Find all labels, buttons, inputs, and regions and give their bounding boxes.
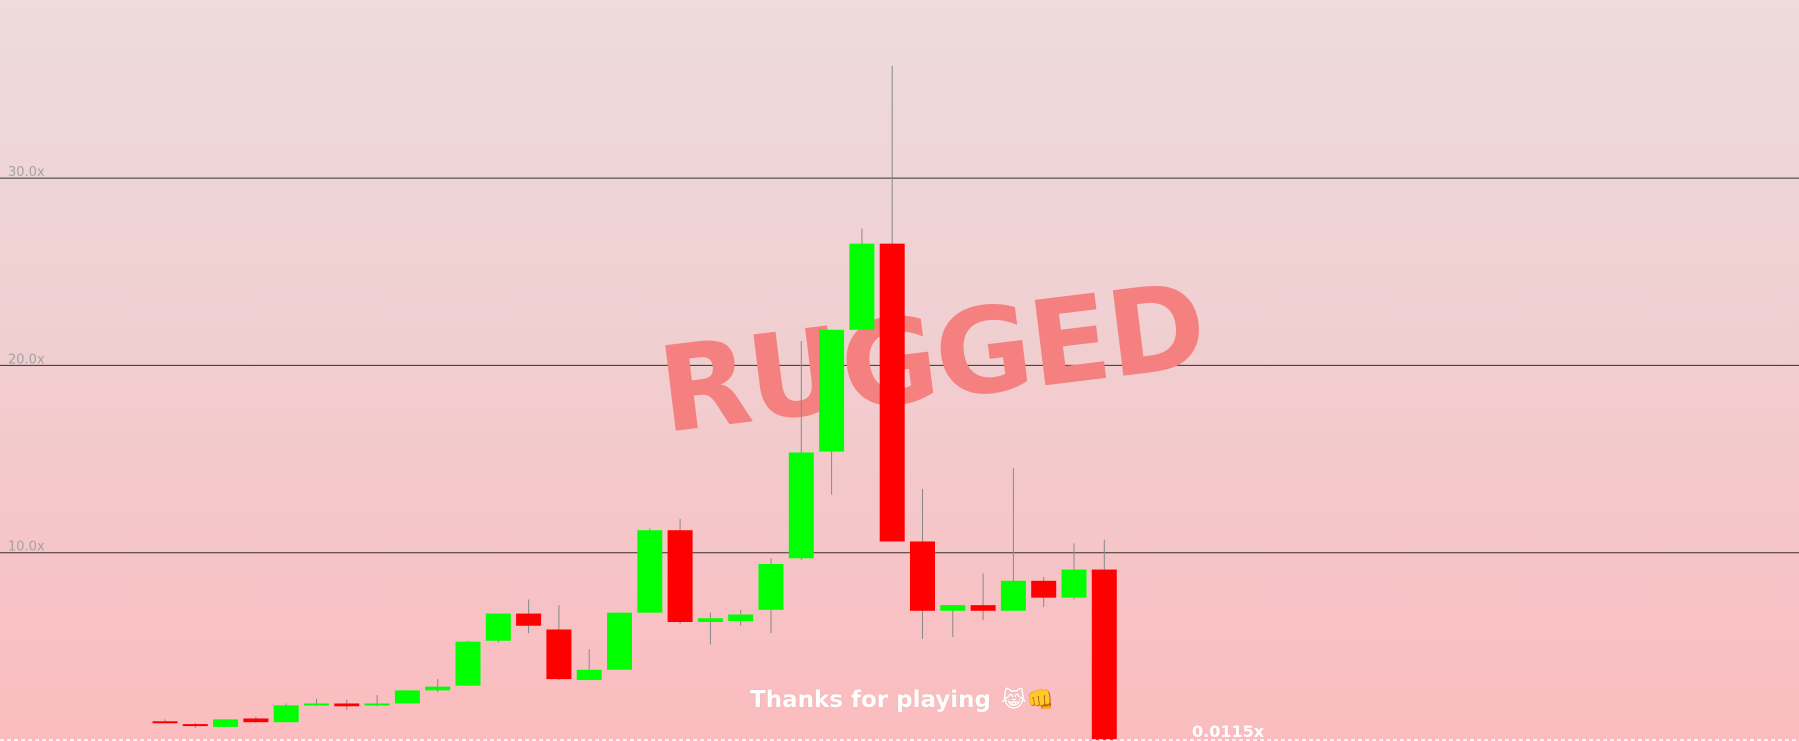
candle [516, 599, 542, 634]
candle [1031, 577, 1057, 608]
candle [819, 329, 845, 495]
candle [1061, 543, 1087, 600]
candle-body-down [667, 530, 693, 623]
candle [243, 716, 269, 724]
candle-body-up [364, 703, 390, 706]
rugged-overlay-text: RUGGED [652, 256, 1212, 460]
candle [849, 228, 875, 330]
candle [1000, 468, 1026, 611]
candle [455, 640, 481, 686]
candle-body-down [1091, 569, 1117, 740]
candle-body-up [1061, 569, 1087, 598]
candle [485, 613, 511, 643]
candle-body-up [728, 614, 754, 622]
candle-layer [152, 65, 1117, 740]
candle-body-down [1031, 580, 1057, 598]
candle [546, 605, 572, 681]
candle [364, 695, 390, 707]
candle [607, 612, 632, 670]
candle-body-down [182, 724, 208, 727]
candle [758, 558, 784, 634]
y-tick-label: 20.0x [8, 352, 45, 367]
candle-body-up [607, 612, 632, 670]
candle-body-up [758, 563, 784, 610]
candle-body-down [546, 629, 572, 680]
y-tick-label: 30.0x [8, 165, 45, 180]
candle [152, 719, 178, 724]
candle [182, 723, 208, 728]
candle-body-down [879, 243, 905, 542]
candle-body-down [970, 605, 996, 611]
candle-body-up [273, 705, 299, 723]
candle [213, 719, 239, 727]
candle [788, 341, 814, 561]
candle [910, 489, 935, 639]
candle [304, 698, 329, 707]
candle-body-up [425, 686, 451, 691]
laughing-cat-fist-emoji-icon: 😹👊 [1000, 687, 1055, 713]
current-multiplier-label: 0.0115x [1192, 722, 1265, 741]
candle-body-up [304, 703, 329, 706]
candle-body-down [334, 703, 360, 707]
candle-body-up [1000, 580, 1026, 611]
candle [1091, 539, 1117, 740]
candle [940, 605, 966, 637]
candle [970, 573, 996, 621]
candle-body-down [910, 541, 935, 611]
footer-message-text: Thanks for playing [750, 687, 991, 713]
candle [637, 528, 663, 613]
candle-body-up [940, 605, 966, 611]
candle-body-down [516, 613, 542, 626]
candle [697, 612, 723, 645]
candle [394, 690, 420, 704]
candle-body-down [243, 718, 269, 723]
candle [879, 65, 905, 542]
candle-body-up [455, 641, 481, 686]
candle-body-up [576, 669, 602, 681]
candle-body-up [849, 243, 875, 330]
candle-body-up [637, 530, 663, 613]
candle-body-down [152, 721, 178, 724]
candle [334, 699, 360, 711]
candle [576, 649, 602, 681]
thanks-for-playing-message: Thanks for playing 😹👊 [750, 682, 1054, 718]
candle [728, 609, 754, 626]
candle-body-up [819, 329, 845, 452]
candle-body-up [485, 613, 511, 641]
candle [667, 518, 693, 624]
candle [425, 679, 451, 693]
y-tick-label: 10.0x [8, 540, 45, 555]
candle [273, 703, 299, 723]
candle-body-up [788, 452, 814, 559]
candle-body-up [697, 618, 723, 623]
candle-body-up [213, 719, 239, 727]
candle-body-up [394, 690, 420, 704]
